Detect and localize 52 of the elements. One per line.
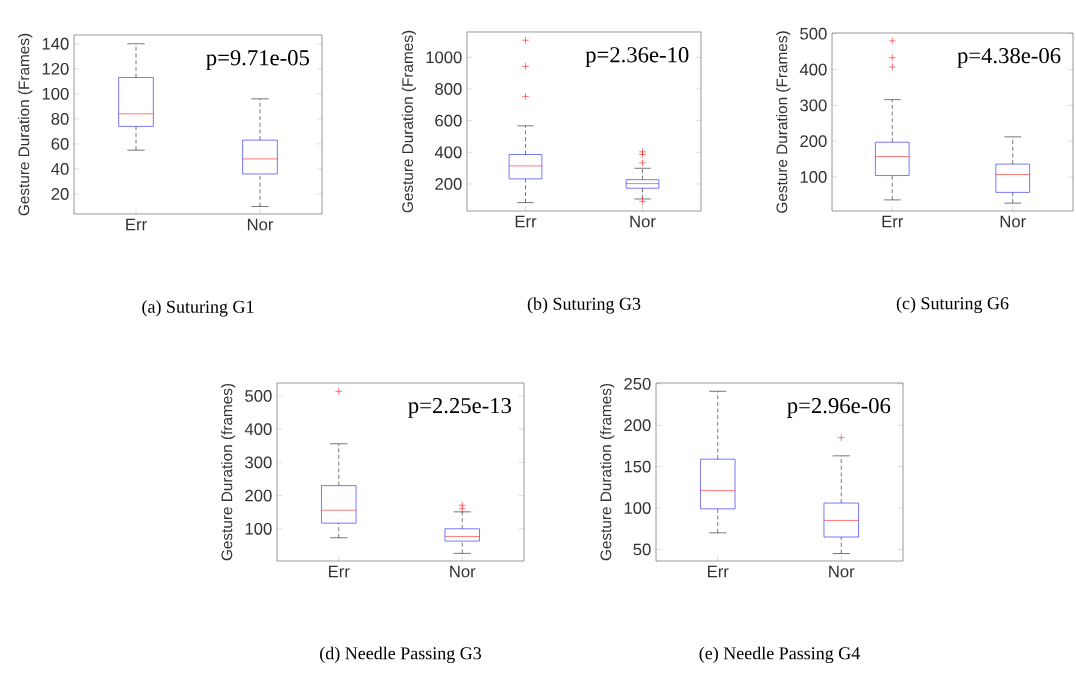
y-tick-label: 100 bbox=[245, 522, 272, 535]
y-axis-title: Gesture Duration (frames) bbox=[221, 383, 236, 561]
y-tick-label: 80 bbox=[51, 112, 69, 125]
x-tick-label: Nor bbox=[630, 215, 656, 228]
y-tick-label: 400 bbox=[434, 146, 462, 159]
y-tick-label: 100 bbox=[624, 502, 651, 514]
y-tick-label: 600 bbox=[435, 114, 462, 127]
y-tick-label: 140 bbox=[42, 37, 69, 50]
y-tick-label: 1000 bbox=[426, 51, 462, 64]
x-tick-label: Nor bbox=[1000, 215, 1026, 228]
text: (a) Suturing G1 bbox=[142, 300, 254, 317]
y-axis-title: Gesture Duration (Frames) bbox=[401, 30, 417, 213]
x-tick-label: Err bbox=[126, 218, 147, 231]
x-tick-label: Nor bbox=[450, 565, 476, 578]
y-axis-title: Gesture Duration (frames) bbox=[600, 383, 615, 561]
y-tick-label: 800 bbox=[435, 83, 462, 95]
y-axis-title: Gesture Duration (Frames) bbox=[18, 33, 33, 216]
y-tick-label: 400 bbox=[799, 63, 827, 76]
y-tick-label: 100 bbox=[800, 171, 827, 183]
y-tick-label: 200 bbox=[435, 178, 462, 190]
text: (e) Needle Passing G4 bbox=[699, 646, 860, 664]
text: (c) Suturing G6 bbox=[896, 296, 1009, 314]
text: (b) Suturing G3 bbox=[527, 297, 641, 314]
x-tick-label: Err bbox=[329, 565, 350, 578]
text: (d) Needle Passing G3 bbox=[320, 646, 482, 664]
y-tick-label: 500 bbox=[800, 27, 827, 40]
y-tick-label: 100 bbox=[42, 87, 69, 100]
y-tick-label: 200 bbox=[245, 489, 272, 502]
y-tick-label: 200 bbox=[624, 419, 651, 432]
y-tick-label: 60 bbox=[51, 138, 69, 150]
annotation: p=2.96e-06 bbox=[787, 397, 891, 418]
y-tick-label: 250 bbox=[624, 377, 651, 390]
y-tick-label: 300 bbox=[800, 99, 827, 112]
y-tick-label: 400 bbox=[244, 423, 272, 436]
x-tick-label: Err bbox=[882, 215, 904, 228]
x-tick-label: Err bbox=[515, 215, 537, 228]
y-tick-label: 20 bbox=[51, 188, 69, 200]
x-tick-label: Err bbox=[708, 565, 729, 578]
annotation: p=9.71e-05 bbox=[206, 50, 309, 71]
annotation: p=2.36e-10 bbox=[585, 47, 689, 68]
y-tick-label: 200 bbox=[800, 135, 827, 148]
y-axis-title: Gesture Duration (Frames) bbox=[776, 31, 791, 213]
y-tick-label: 40 bbox=[51, 163, 69, 175]
y-tick-label: 120 bbox=[42, 62, 69, 75]
x-tick-label: Nor bbox=[247, 218, 274, 231]
y-tick-label: 50 bbox=[633, 543, 651, 556]
y-tick-label: 150 bbox=[624, 460, 651, 473]
y-tick-label: 500 bbox=[245, 390, 272, 402]
annotation: p=2.25e-13 bbox=[408, 398, 511, 418]
x-tick-label: Nor bbox=[829, 565, 855, 578]
y-tick-label: 300 bbox=[245, 456, 272, 469]
annotation: p=4.38e-06 bbox=[957, 47, 1061, 68]
